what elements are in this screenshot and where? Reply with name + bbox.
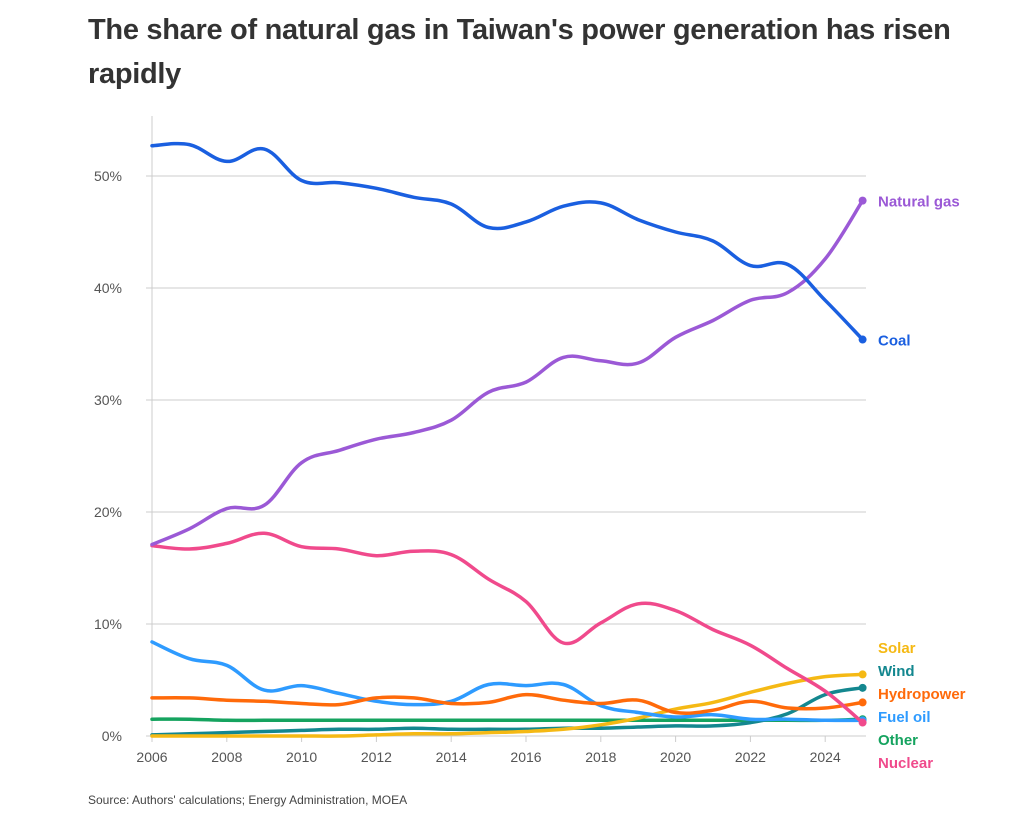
y-tick-label: 0% [102, 728, 122, 744]
end-point-coal [858, 335, 867, 344]
series-line-fuel-oil [150, 640, 865, 723]
series-line-hydropower [150, 692, 865, 715]
x-tick-label: 2012 [361, 749, 392, 765]
series-line-nuclear [150, 531, 865, 725]
chart-title: The share of natural gas in Taiwan's pow… [88, 14, 951, 90]
series-label-coal: Coal [878, 333, 911, 350]
series-label-hydropower: Hydropower [878, 686, 966, 703]
x-axis: 2006 2008 2010 2012 2014 2016 2018 2020 2022 2024 [136, 736, 841, 765]
y-tick-label: 40% [94, 280, 122, 296]
x-tick-label: 2018 [585, 749, 616, 765]
x-tick-label: 2014 [436, 749, 467, 765]
gridlines [146, 175, 866, 737]
end-point-nuclear [858, 718, 867, 727]
y-tick-label: 30% [94, 392, 122, 408]
x-tick-label: 2016 [510, 749, 541, 765]
source-note: Source: Authors' calculations; Energy Ad… [88, 793, 408, 807]
x-tick-label: 2024 [810, 749, 841, 765]
y-axis: 0% 10% 20% 30% 40% 50% [94, 116, 153, 744]
end-point-solar [858, 670, 867, 679]
series-end-labels: Natural gas Coal Solar Wind Hydropower Fuel o… [878, 194, 966, 772]
x-tick-label: 2006 [136, 749, 167, 765]
x-tick-label: 2022 [735, 749, 766, 765]
series-line-coal [150, 141, 865, 342]
series-label-other: Other [878, 732, 918, 749]
y-tick-label: 10% [94, 616, 122, 632]
series-lines [150, 141, 867, 738]
end-point-natural-gas [858, 196, 867, 205]
end-point-wind [858, 683, 867, 692]
x-tick-label: 2020 [660, 749, 691, 765]
end-point-hydropower [858, 698, 867, 707]
series-label-solar: Solar [878, 640, 916, 657]
series-label-nuclear: Nuclear [878, 755, 933, 772]
series-label-natural-gas: Natural gas [878, 194, 960, 211]
y-tick-label: 50% [94, 168, 122, 184]
series-line-solar [150, 672, 865, 738]
x-tick-label: 2008 [211, 749, 242, 765]
series-label-fuel-oil: Fuel oil [878, 709, 931, 726]
series-line-wind [150, 686, 865, 737]
x-tick-label: 2010 [286, 749, 317, 765]
y-tick-label: 20% [94, 504, 122, 520]
series-line-natural-gas [150, 198, 865, 547]
series-label-wind: Wind [878, 663, 915, 680]
